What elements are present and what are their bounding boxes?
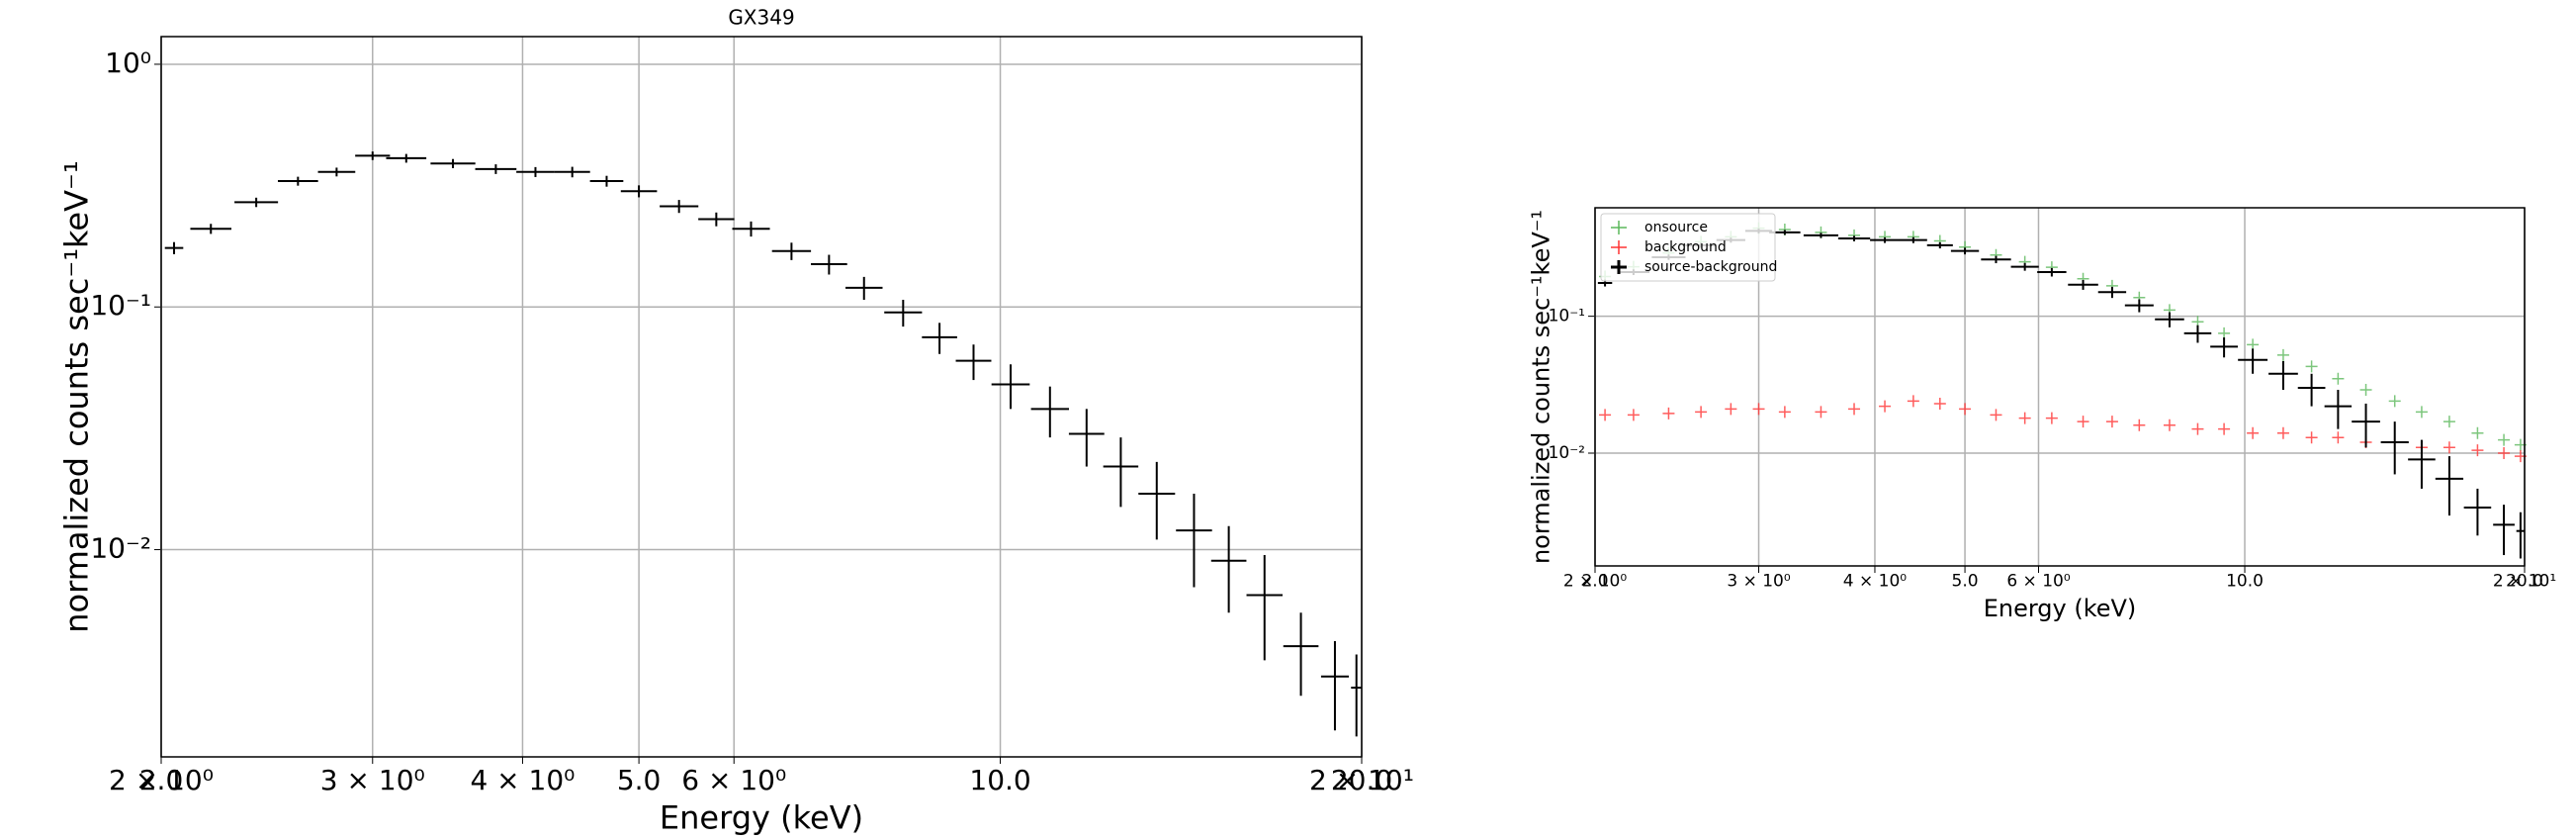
y-tick-label: 10⁻² [90,532,151,565]
data-point [2332,372,2345,385]
y-tick-label: 10⁻¹ [1549,307,1585,326]
data-point [1959,403,1972,416]
data-point [1725,403,1737,416]
x-tick-label: 2 × 10⁰ [1563,571,1627,591]
legend-label: onsource [1644,220,1708,235]
x-tick-label: 5.0 [617,764,662,796]
data-point [1815,406,1827,419]
y-tick-label: 10⁻² [1549,443,1585,463]
data-point [2045,412,2058,424]
data-point [2471,426,2484,439]
data-point [2388,395,2401,408]
data-point [1752,403,1765,416]
data-point [2163,419,2176,431]
data-point [2247,426,2260,439]
legend-label: source-background [1644,259,1777,275]
data-point [1599,409,1612,421]
data-point [2218,326,2231,339]
legend-label: background [1644,239,1727,255]
data-point [2276,426,2289,439]
data-point [1627,409,1640,421]
x-axis-label: Energy (keV) [660,799,863,835]
data-point [2276,348,2289,361]
data-point [1662,407,1675,420]
data-point [2498,447,2511,460]
legend-box [1600,213,1776,282]
x-tick-label: 2 × 10¹ [1309,764,1414,796]
data-point [1695,406,1708,419]
x-tick-label: 10.0 [2226,571,2264,591]
y-axis-label: normalized counts sec⁻¹keV⁻¹ [57,160,95,632]
data-point [2443,441,2455,454]
data-point [2443,416,2455,428]
data-point [1907,395,1919,408]
data-point [2471,444,2484,457]
plot-frame [1594,207,2526,567]
x-axis-label: Energy (keV) [1984,595,2137,622]
data-point [2133,419,2146,431]
x-tick-label: 2.0 [139,764,184,796]
data-point [1778,406,1791,419]
data-point [2415,406,2428,419]
y-tick-label: 10⁰ [105,47,151,79]
legend-marker [1611,221,1627,234]
x-tick-label: 20.0 [2506,571,2543,591]
x-tick-label: 20.0 [1331,764,1392,796]
data-point [1848,403,1861,416]
plot-frame [160,36,1363,758]
data-point [2077,416,2089,428]
data-point [2359,384,2372,397]
data-point [2218,422,2231,435]
y-axis-label: normalized counts sec⁻¹keV⁻¹ [1528,210,1555,564]
data-point [2247,338,2260,351]
data-point [1990,409,2002,421]
data-point [2305,360,2318,373]
data-point [1933,397,1946,410]
data-point [2332,431,2345,444]
x-tick-label: 5.0 [1952,571,1979,591]
data-point [2498,433,2511,446]
x-tick-label: 10.0 [969,764,1030,796]
x-tick-label: 2 × 10⁰ [109,764,214,796]
y-tick-label: 10⁻¹ [90,289,151,322]
x-tick-label: 3 × 10⁰ [1727,571,1790,591]
x-tick-label: 2 × 10¹ [2493,571,2556,591]
legend-marker [1611,240,1627,254]
data-point [2191,422,2204,435]
data-point [2105,416,2118,428]
legend-marker [1611,260,1627,274]
x-tick-label: 4 × 10⁰ [470,764,575,796]
data-point [1879,400,1892,413]
x-tick-label: 6 × 10⁰ [681,764,786,796]
data-point [2018,412,2031,424]
x-tick-label: 2.0 [1581,571,1608,591]
x-tick-label: 4 × 10⁰ [1843,571,1907,591]
data-point [2305,431,2318,444]
x-tick-label: 3 × 10⁰ [320,764,425,796]
chart-title: GX349 [728,6,794,30]
x-tick-label: 6 × 10⁰ [2006,571,2070,591]
